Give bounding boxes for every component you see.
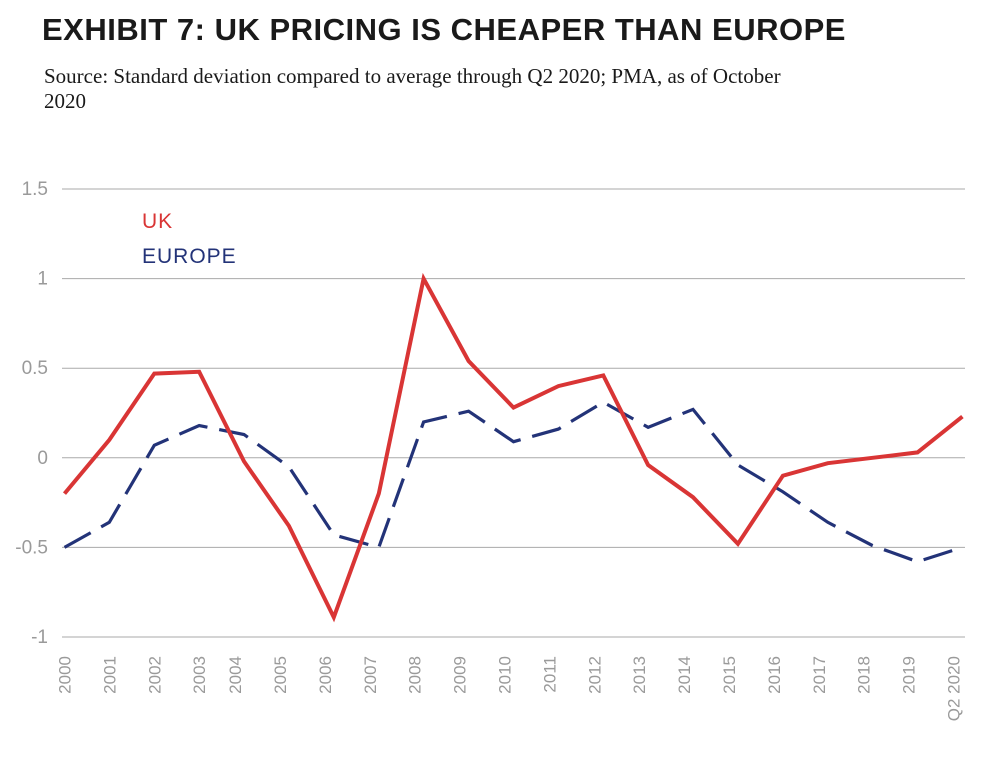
chart-title: EXHIBIT 7: UK PRICING IS CHEAPER THAN EU… [42,12,846,47]
y-tick-label: 1.5 [22,179,48,200]
x-tick-label: 2006 [316,656,335,694]
x-tick-label: 2000 [55,656,74,694]
x-tick-label: 2015 [720,656,739,694]
series-line-europe [63,400,963,564]
x-tick-label: 2009 [451,656,470,694]
x-tick-label: 2002 [145,656,164,694]
x-tick-label: 2010 [495,656,514,694]
gridlines [62,188,965,638]
legend: UK EUROPE [142,210,237,268]
x-axis-ticks: 2000 2001 2002 2003 2004 2005 2006 2007 2008 2009… [55,656,963,721]
x-tick-label: 2011 [540,656,559,693]
x-tick-label: 2012 [585,656,604,694]
x-tick-label: 2017 [810,656,829,694]
x-tick-label: 2005 [271,656,290,694]
legend-entry-europe: EUROPE [142,245,237,268]
x-tick-label: 2013 [630,656,649,694]
x-tick-label: 2008 [406,656,425,694]
x-tick-label: 2004 [226,656,245,694]
chart-subtitle: Source: Standard deviation compared to a… [44,64,781,113]
x-tick-label: 2001 [100,656,119,694]
y-tick-label: 1 [37,269,48,290]
x-tick-label: 2007 [361,656,380,694]
x-tick-label: 2014 [675,656,694,694]
legend-entry-uk: UK [142,210,173,233]
y-axis-ticks: 1.5 1 0.5 0 -0.5 -1 [15,179,48,648]
x-tick-label: 2003 [190,656,209,694]
x-tick-label: 2016 [765,656,784,694]
series-line-uk [62,272,964,623]
x-tick-label: Q2 2020 [944,656,963,721]
x-tick-label: 2018 [855,656,874,694]
series-lines [62,272,964,623]
y-tick-label: 0 [37,448,48,469]
y-tick-label: 0.5 [22,358,48,379]
y-tick-label: -1 [31,627,48,648]
x-tick-label: 2019 [900,656,919,694]
y-tick-label: -0.5 [15,537,48,558]
